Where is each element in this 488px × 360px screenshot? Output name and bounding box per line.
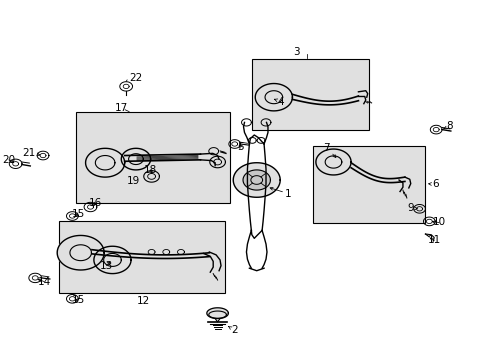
Polygon shape <box>143 171 159 182</box>
Text: 15: 15 <box>71 295 85 305</box>
Text: 2: 2 <box>228 325 238 336</box>
Polygon shape <box>209 156 225 168</box>
Text: 1: 1 <box>269 188 291 199</box>
Text: 13: 13 <box>100 261 113 271</box>
Text: 18: 18 <box>143 165 157 175</box>
Text: 17: 17 <box>114 103 127 113</box>
Text: 19: 19 <box>127 176 140 186</box>
Bar <box>59 221 224 293</box>
Text: 8: 8 <box>443 121 452 131</box>
Text: 12: 12 <box>137 296 150 306</box>
Polygon shape <box>57 235 104 270</box>
Text: 9: 9 <box>407 203 417 213</box>
Text: 7: 7 <box>323 143 335 157</box>
Bar <box>312 146 425 223</box>
Text: 10: 10 <box>432 217 445 228</box>
Text: 5: 5 <box>237 142 244 152</box>
Text: 15: 15 <box>71 209 85 219</box>
Polygon shape <box>233 163 280 197</box>
Text: 21: 21 <box>22 148 40 158</box>
Text: 6: 6 <box>428 179 438 189</box>
Polygon shape <box>206 308 228 319</box>
Text: 3: 3 <box>293 47 300 57</box>
Bar <box>251 59 368 130</box>
Polygon shape <box>85 148 124 177</box>
Text: 22: 22 <box>129 73 142 84</box>
Text: 16: 16 <box>89 198 102 208</box>
Polygon shape <box>315 149 350 175</box>
Bar <box>76 112 229 203</box>
Text: 4: 4 <box>274 96 284 107</box>
Polygon shape <box>121 148 150 170</box>
Text: 11: 11 <box>427 235 440 246</box>
Polygon shape <box>243 170 270 190</box>
Text: 14: 14 <box>37 276 51 287</box>
Text: 20: 20 <box>2 155 15 165</box>
Polygon shape <box>94 246 131 274</box>
Polygon shape <box>255 84 292 111</box>
